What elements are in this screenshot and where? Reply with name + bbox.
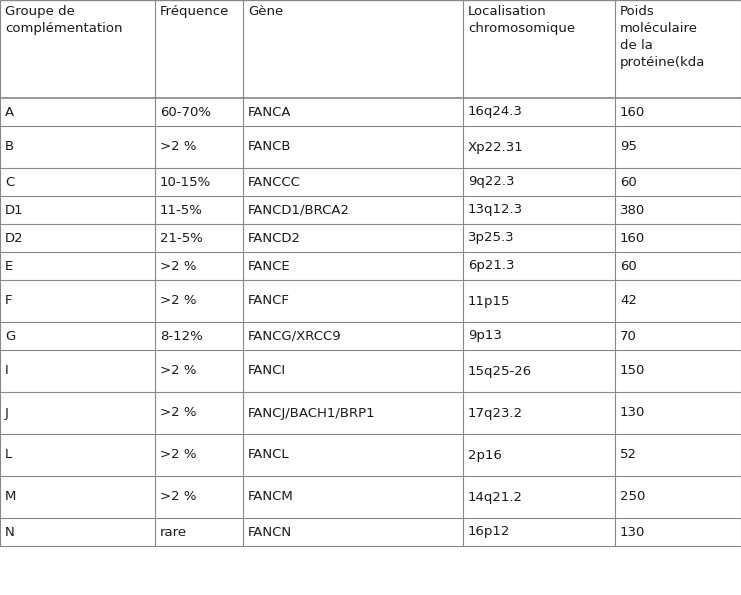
Text: 2p16: 2p16: [468, 449, 502, 462]
Text: >2 %: >2 %: [160, 406, 196, 419]
Text: FANCD1/BRCA2: FANCD1/BRCA2: [248, 203, 350, 217]
Text: FANCI: FANCI: [248, 365, 286, 377]
Text: FANCM: FANCM: [248, 490, 293, 503]
Text: B: B: [5, 140, 14, 154]
Text: 42: 42: [620, 295, 637, 308]
Text: FANCB: FANCB: [248, 140, 291, 154]
Text: 17q23.2: 17q23.2: [468, 406, 523, 419]
Text: FANCL: FANCL: [248, 449, 290, 462]
Text: FANCJ/BACH1/BRP1: FANCJ/BACH1/BRP1: [248, 406, 376, 419]
Text: 160: 160: [620, 231, 645, 245]
Text: 3p25.3: 3p25.3: [468, 231, 515, 245]
Text: D1: D1: [5, 203, 24, 217]
Text: Groupe de
complémentation: Groupe de complémentation: [5, 5, 122, 35]
Text: J: J: [5, 406, 9, 419]
Text: >2 %: >2 %: [160, 140, 196, 154]
Text: L: L: [5, 449, 13, 462]
Text: >2 %: >2 %: [160, 365, 196, 377]
Text: >2 %: >2 %: [160, 490, 196, 503]
Text: FANCG/XRCC9: FANCG/XRCC9: [248, 330, 342, 343]
Text: 250: 250: [620, 490, 645, 503]
Text: 380: 380: [620, 203, 645, 217]
Text: A: A: [5, 105, 14, 118]
Text: Fréquence: Fréquence: [160, 5, 230, 18]
Text: 13q12.3: 13q12.3: [468, 203, 523, 217]
Text: >2 %: >2 %: [160, 449, 196, 462]
Text: FANCA: FANCA: [248, 105, 291, 118]
Text: >2 %: >2 %: [160, 295, 196, 308]
Text: Gène: Gène: [248, 5, 283, 18]
Text: Xp22.31: Xp22.31: [468, 140, 524, 154]
Text: 95: 95: [620, 140, 637, 154]
Text: FANCF: FANCF: [248, 295, 290, 308]
Text: M: M: [5, 490, 16, 503]
Text: 52: 52: [620, 449, 637, 462]
Text: 130: 130: [620, 406, 645, 419]
Text: 16p12: 16p12: [468, 525, 511, 538]
Text: 150: 150: [620, 365, 645, 377]
Text: 130: 130: [620, 525, 645, 538]
Text: D2: D2: [5, 231, 24, 245]
Text: Poids
moléculaire
de la
protéine(kda: Poids moléculaire de la protéine(kda: [620, 5, 705, 69]
Text: N: N: [5, 525, 15, 538]
Text: 9p13: 9p13: [468, 330, 502, 343]
Text: 160: 160: [620, 105, 645, 118]
Text: FANCD2: FANCD2: [248, 231, 301, 245]
Text: F: F: [5, 295, 13, 308]
Text: 11-5%: 11-5%: [160, 203, 203, 217]
Text: rare: rare: [160, 525, 187, 538]
Text: FANCE: FANCE: [248, 259, 290, 273]
Text: 9q22.3: 9q22.3: [468, 176, 514, 189]
Text: 8-12%: 8-12%: [160, 330, 203, 343]
Text: 60-70%: 60-70%: [160, 105, 211, 118]
Text: E: E: [5, 259, 13, 273]
Text: 11p15: 11p15: [468, 295, 511, 308]
Text: 60: 60: [620, 259, 637, 273]
Text: 10-15%: 10-15%: [160, 176, 211, 189]
Text: 21-5%: 21-5%: [160, 231, 203, 245]
Text: FANCCC: FANCCC: [248, 176, 301, 189]
Text: C: C: [5, 176, 14, 189]
Text: >2 %: >2 %: [160, 259, 196, 273]
Text: 15q25-26: 15q25-26: [468, 365, 532, 377]
Text: I: I: [5, 365, 9, 377]
Text: 16q24.3: 16q24.3: [468, 105, 523, 118]
Text: 60: 60: [620, 176, 637, 189]
Text: 70: 70: [620, 330, 637, 343]
Text: 6p21.3: 6p21.3: [468, 259, 514, 273]
Text: FANCN: FANCN: [248, 525, 292, 538]
Text: Localisation
chromosomique: Localisation chromosomique: [468, 5, 575, 35]
Text: G: G: [5, 330, 16, 343]
Text: 14q21.2: 14q21.2: [468, 490, 523, 503]
